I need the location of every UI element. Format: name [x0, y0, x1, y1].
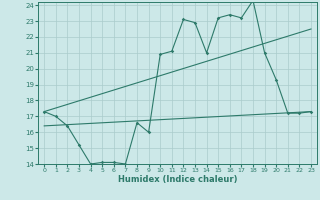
X-axis label: Humidex (Indice chaleur): Humidex (Indice chaleur) [118, 175, 237, 184]
